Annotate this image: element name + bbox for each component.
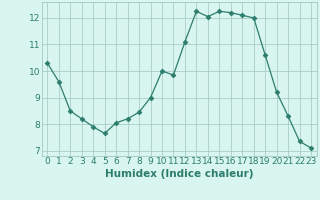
X-axis label: Humidex (Indice chaleur): Humidex (Indice chaleur) — [105, 169, 253, 179]
